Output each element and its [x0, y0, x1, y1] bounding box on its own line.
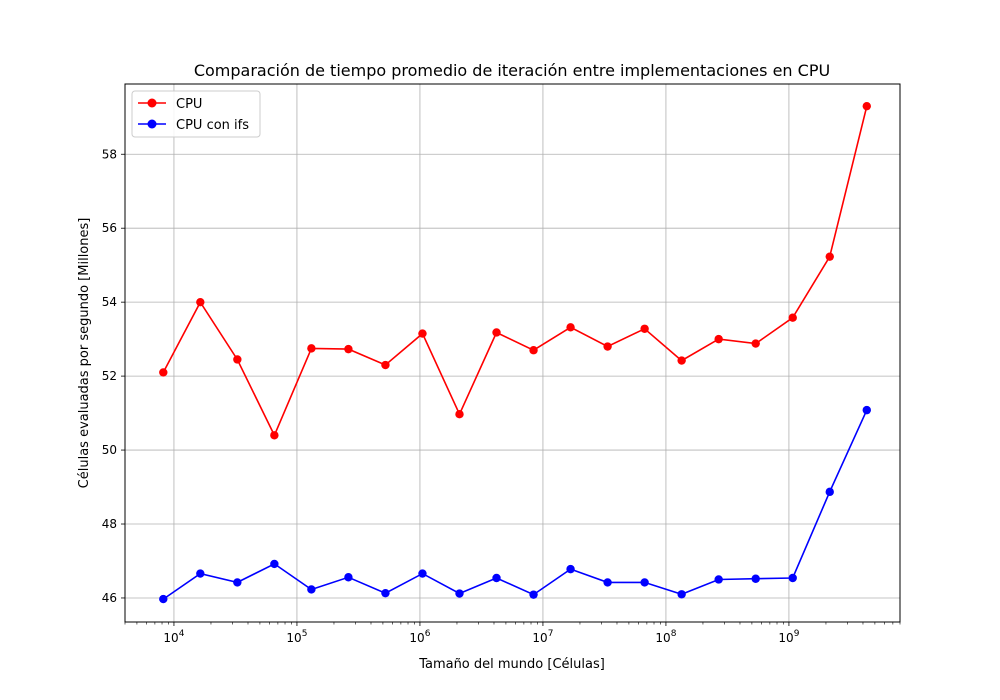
series-lines	[159, 101, 871, 604]
data-point-series-1	[159, 594, 168, 604]
data-point-series-0	[344, 344, 353, 354]
data-point-series-0	[418, 329, 427, 338]
x-tick-label: 108	[655, 629, 676, 645]
data-point-series-0	[492, 328, 501, 337]
data-point-series-1	[825, 487, 834, 497]
data-point-series-1	[418, 569, 427, 578]
data-point-series-0	[233, 355, 242, 364]
legend-label-cpu-con-ifs: CPU con ifs	[176, 118, 249, 133]
y-tick-label: 58	[102, 147, 117, 161]
data-point-series-1	[381, 588, 390, 598]
x-tick-label: 106	[409, 629, 430, 645]
x-tick-label: 107	[532, 629, 553, 645]
data-point-series-0	[603, 342, 612, 351]
x-tick-label: 105	[286, 629, 307, 645]
y-tick-label: 48	[102, 517, 117, 531]
y-axis: 46 48 50 52 54 56 58	[102, 147, 125, 605]
y-tick-label: 52	[102, 369, 117, 383]
data-point-series-0	[714, 334, 723, 344]
data-point-series-1	[714, 575, 723, 584]
data-point-series-1	[455, 589, 464, 598]
y-tick-label: 46	[102, 591, 117, 605]
data-point-series-0	[455, 409, 464, 419]
x-axis-label: Tamaño del mundo [Células]	[418, 657, 605, 672]
data-point-series-0	[677, 356, 686, 365]
y-axis-label: Células evaluadas por segundo [Millones]	[77, 218, 92, 489]
data-point-series-0	[751, 339, 760, 348]
legend-marker-cpu-con-ifs	[147, 119, 157, 129]
data-point-series-1	[270, 559, 279, 569]
data-point-series-1	[640, 578, 649, 587]
data-point-series-1	[603, 578, 612, 587]
data-point-series-1	[566, 564, 575, 574]
data-point-series-1	[788, 573, 797, 583]
x-tick-label: 104	[163, 629, 184, 645]
data-point-series-1	[677, 590, 686, 599]
data-point-series-0	[307, 344, 316, 353]
x-tick-label: 109	[778, 629, 799, 645]
data-point-series-1	[862, 405, 871, 415]
x-axis: 104 105 106 107 108 109	[124, 622, 901, 645]
data-point-series-1	[344, 573, 353, 582]
data-point-series-0	[159, 368, 168, 377]
data-point-series-1	[529, 590, 538, 599]
data-point-series-0	[566, 323, 575, 332]
series-line-0	[162, 106, 868, 438]
legend: CPU CPU con ifs	[131, 90, 261, 138]
plot-frame	[124, 83, 901, 623]
data-point-series-0	[381, 360, 390, 370]
data-point-series-0	[270, 431, 279, 440]
data-point-series-0	[640, 324, 649, 333]
y-tick-label: 50	[102, 443, 117, 457]
data-point-series-1	[492, 573, 501, 583]
data-point-series-1	[751, 574, 760, 583]
y-tick-label: 54	[102, 295, 117, 309]
legend-label-cpu: CPU	[176, 97, 202, 112]
series-line-1	[162, 409, 868, 600]
chart-title: Comparación de tiempo promedio de iterac…	[194, 61, 830, 80]
data-point-series-1	[307, 585, 316, 594]
data-point-series-0	[196, 297, 205, 307]
data-point-series-0	[529, 346, 538, 355]
data-point-series-0	[862, 101, 871, 111]
data-point-series-1	[196, 569, 205, 578]
legend-marker-cpu	[147, 98, 157, 108]
data-point-series-0	[788, 313, 797, 322]
gridlines	[125, 84, 900, 622]
y-tick-label: 56	[102, 221, 117, 235]
data-point-series-0	[825, 252, 834, 261]
data-point-series-1	[233, 578, 242, 587]
